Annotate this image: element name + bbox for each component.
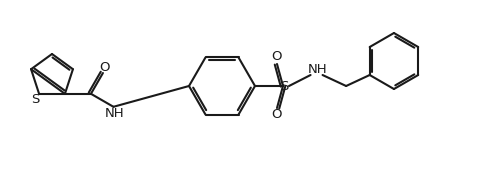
Text: NH: NH <box>308 62 327 76</box>
Text: O: O <box>100 61 110 74</box>
Text: O: O <box>271 51 281 64</box>
Text: O: O <box>271 108 281 121</box>
Text: S: S <box>31 93 39 106</box>
Text: NH: NH <box>104 107 124 120</box>
Text: S: S <box>280 80 288 93</box>
